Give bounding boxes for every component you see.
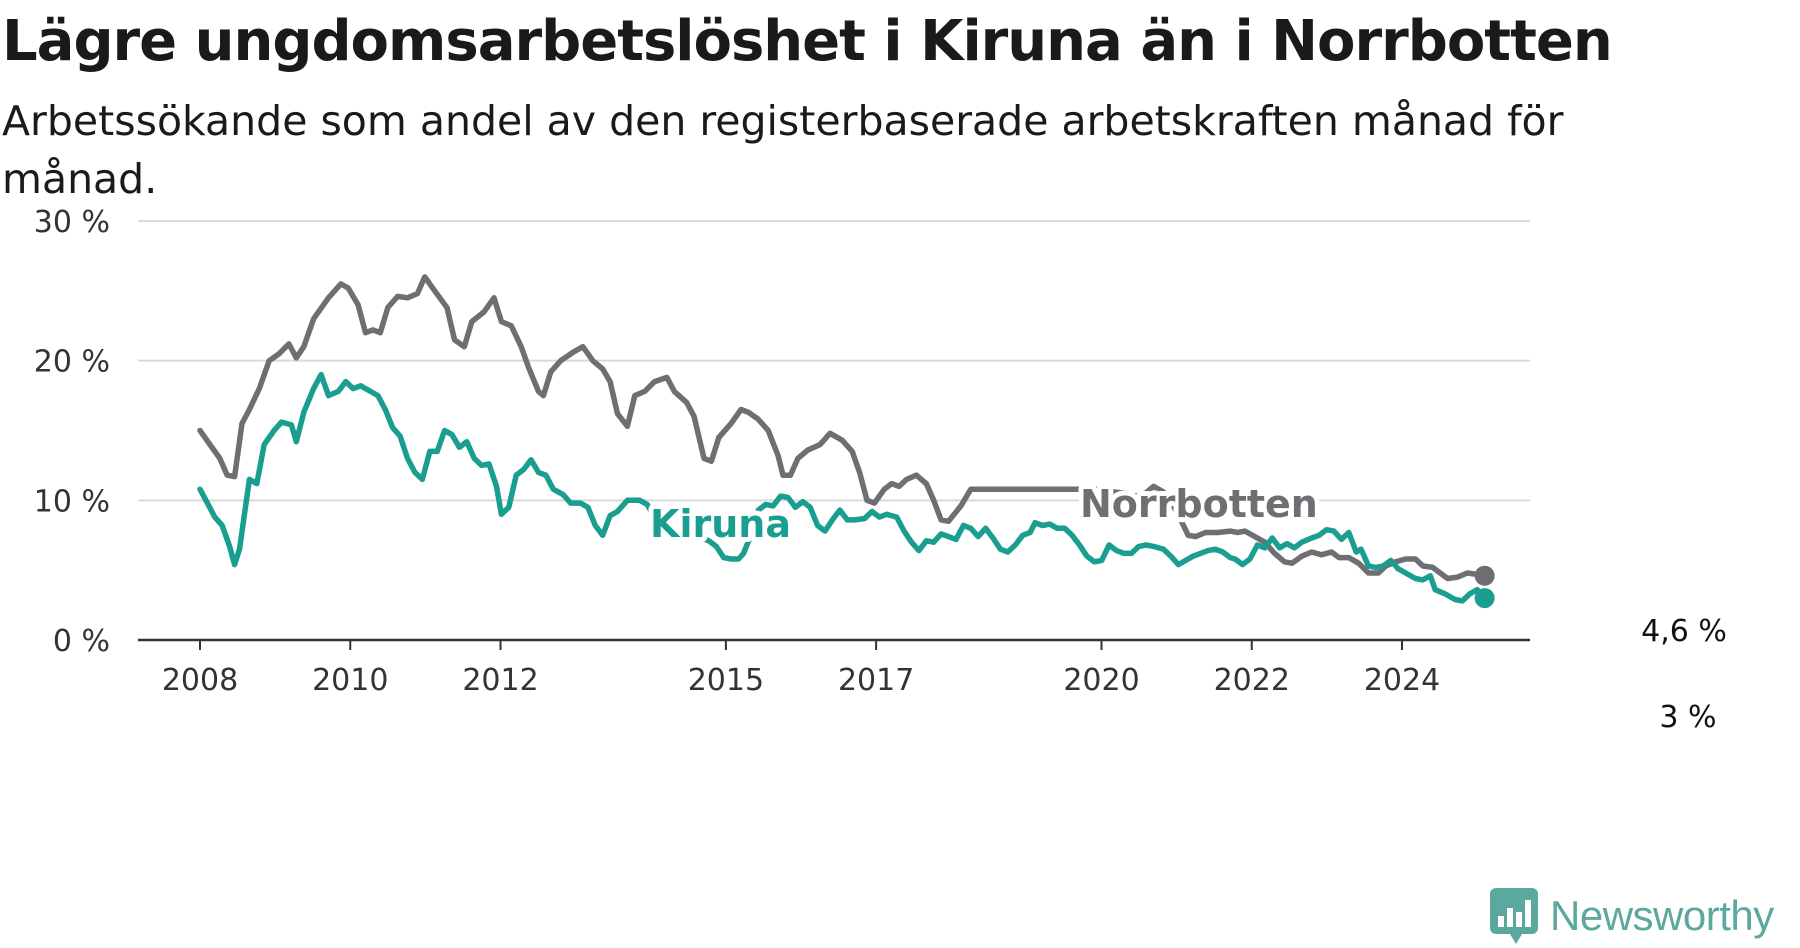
x-tick-label: 2020	[1063, 663, 1139, 698]
y-tick-label: 20 %	[34, 345, 110, 380]
series-lines	[197, 274, 1495, 609]
x-tick-label: 2015	[688, 663, 764, 698]
y-tick-label: 30 %	[34, 205, 110, 240]
x-tick-label: 2017	[838, 663, 914, 698]
x-tick-label: 2022	[1214, 663, 1290, 698]
x-axis: 2008 2010 2012 2015 2017 2020 2022 2024	[138, 638, 1530, 698]
grid	[138, 220, 1530, 502]
chart-subtitle: Arbetssökande som andel av den registerb…	[2, 97, 1564, 203]
x-tick-label: 2012	[462, 663, 538, 698]
x-tick-label: 2010	[312, 663, 388, 698]
x-tick-label: 2008	[162, 663, 238, 698]
newsworthy-logo: Newsworthy	[1490, 888, 1774, 944]
end-point-norrbotten	[1474, 565, 1495, 586]
series-line-norrbotten	[197, 274, 1488, 582]
x-tick-label: 2024	[1364, 663, 1440, 698]
chart-title: Lägre ungdomsarbetslöshet i Kiruna än i …	[2, 9, 1613, 74]
brand-name: Newsworthy	[1550, 892, 1774, 939]
y-tick-label: 0 %	[53, 624, 110, 659]
series-label-norrbotten: Norrbotten	[1080, 482, 1318, 526]
y-axis: 0 % 10 % 20 % 30 %	[34, 205, 110, 659]
y-tick-label: 10 %	[34, 484, 110, 519]
bar-chart-speech-bubble-icon	[1490, 888, 1538, 944]
series-labels: Norrbotten Kiruna 4,6 % 3 %	[645, 477, 1731, 739]
series-line-kiruna	[197, 371, 1488, 604]
end-point-kiruna	[1474, 588, 1495, 609]
end-value-norrbotten: 4,6 %	[1641, 614, 1727, 649]
end-value-kiruna: 3 %	[1659, 700, 1716, 735]
series-label-kiruna: Kiruna	[650, 502, 791, 546]
